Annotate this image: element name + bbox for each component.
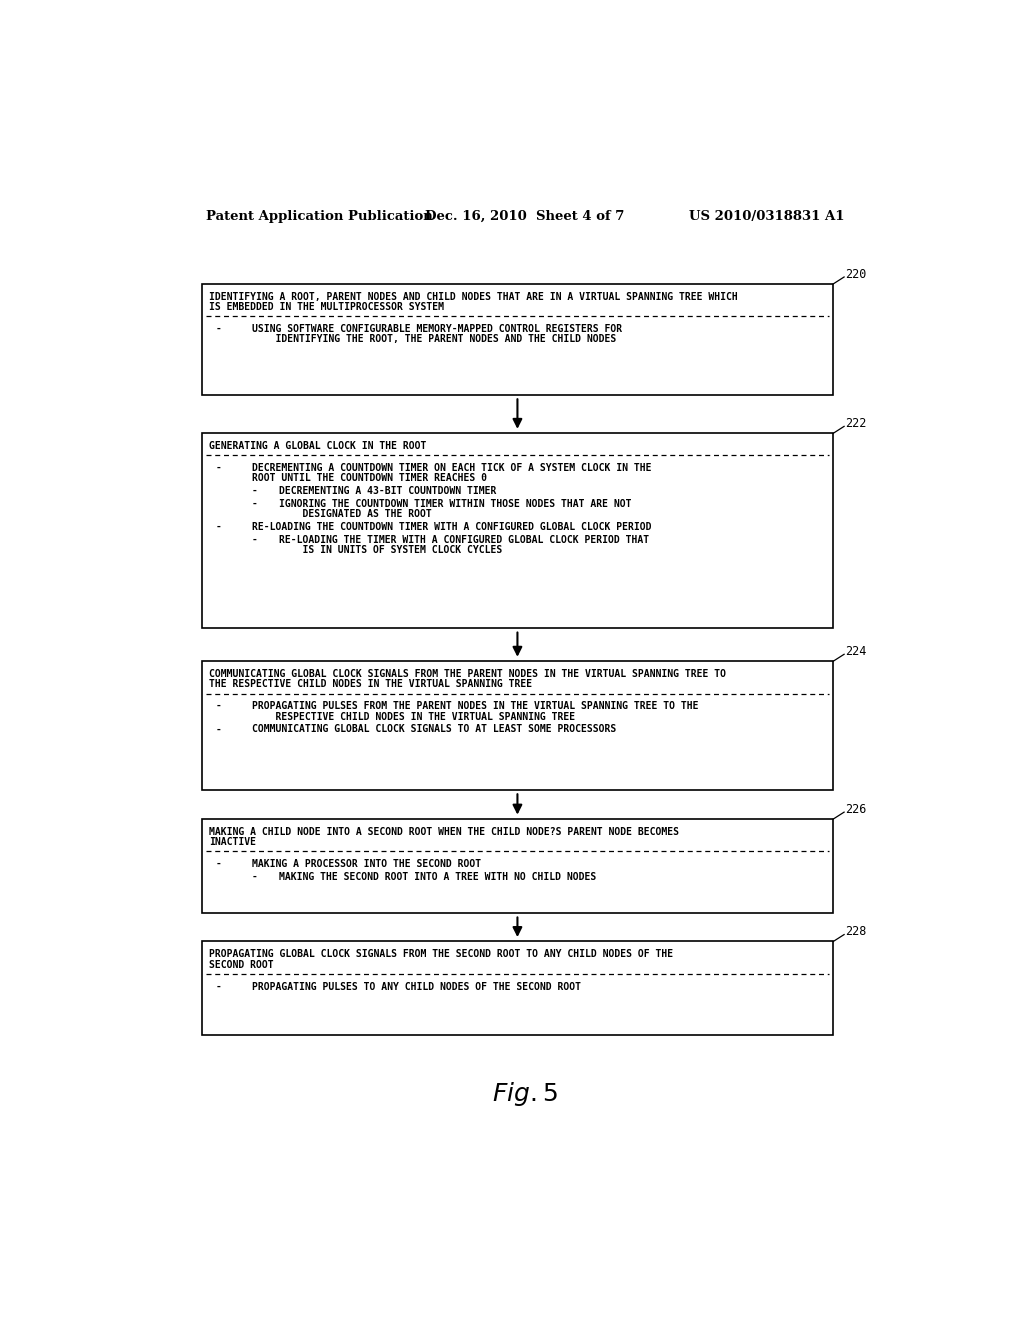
- Text: $\it{Fig. 5}$: $\it{Fig. 5}$: [492, 1080, 558, 1107]
- Text: 228: 228: [845, 925, 866, 939]
- Text: RESPECTIVE CHILD NODES IN THE VIRTUAL SPANNING TREE: RESPECTIVE CHILD NODES IN THE VIRTUAL SP…: [252, 711, 575, 722]
- Text: ROOT UNTIL THE COUNTDOWN TIMER REACHES 0: ROOT UNTIL THE COUNTDOWN TIMER REACHES 0: [252, 474, 487, 483]
- Text: -: -: [216, 323, 221, 334]
- Text: SECOND ROOT: SECOND ROOT: [209, 960, 274, 970]
- Text: -: -: [216, 982, 221, 991]
- Text: 222: 222: [845, 417, 866, 430]
- Text: MAKING A PROCESSOR INTO THE SECOND ROOT: MAKING A PROCESSOR INTO THE SECOND ROOT: [252, 859, 481, 869]
- Text: 220: 220: [845, 268, 866, 281]
- Text: IS IN UNITS OF SYSTEM CLOCK CYCLES: IS IN UNITS OF SYSTEM CLOCK CYCLES: [280, 545, 503, 554]
- Text: PROPAGATING PULSES TO ANY CHILD NODES OF THE SECOND ROOT: PROPAGATING PULSES TO ANY CHILD NODES OF…: [252, 982, 581, 991]
- Text: 224: 224: [845, 645, 866, 659]
- Text: -: -: [252, 486, 258, 496]
- Text: RE-LOADING THE COUNTDOWN TIMER WITH A CONFIGURED GLOBAL CLOCK PERIOD: RE-LOADING THE COUNTDOWN TIMER WITH A CO…: [252, 521, 651, 532]
- Text: -: -: [252, 499, 258, 508]
- Text: -: -: [252, 871, 258, 882]
- Text: COMMUNICATING GLOBAL CLOCK SIGNALS TO AT LEAST SOME PROCESSORS: COMMUNICATING GLOBAL CLOCK SIGNALS TO AT…: [252, 725, 616, 734]
- Text: PROPAGATING GLOBAL CLOCK SIGNALS FROM THE SECOND ROOT TO ANY CHILD NODES OF THE: PROPAGATING GLOBAL CLOCK SIGNALS FROM TH…: [209, 949, 674, 960]
- Text: IGNORING THE COUNTDOWN TIMER WITHIN THOSE NODES THAT ARE NOT: IGNORING THE COUNTDOWN TIMER WITHIN THOS…: [280, 499, 632, 508]
- Text: -: -: [216, 701, 221, 711]
- Text: RE-LOADING THE TIMER WITH A CONFIGURED GLOBAL CLOCK PERIOD THAT: RE-LOADING THE TIMER WITH A CONFIGURED G…: [280, 535, 649, 545]
- Text: IDENTIFYING A ROOT, PARENT NODES AND CHILD NODES THAT ARE IN A VIRTUAL SPANNING : IDENTIFYING A ROOT, PARENT NODES AND CHI…: [209, 292, 738, 301]
- Text: GENERATING A GLOBAL CLOCK IN THE ROOT: GENERATING A GLOBAL CLOCK IN THE ROOT: [209, 441, 427, 451]
- Text: PROPAGATING PULSES FROM THE PARENT NODES IN THE VIRTUAL SPANNING TREE TO THE: PROPAGATING PULSES FROM THE PARENT NODES…: [252, 701, 698, 711]
- Text: -: -: [216, 859, 221, 869]
- Text: Patent Application Publication: Patent Application Publication: [206, 210, 432, 223]
- Bar: [202, 433, 834, 628]
- Text: MAKING THE SECOND ROOT INTO A TREE WITH NO CHILD NODES: MAKING THE SECOND ROOT INTO A TREE WITH …: [280, 871, 596, 882]
- Text: DECREMENTING A 43-BIT COUNTDOWN TIMER: DECREMENTING A 43-BIT COUNTDOWN TIMER: [280, 486, 497, 496]
- Text: IDENTIFYING THE ROOT, THE PARENT NODES AND THE CHILD NODES: IDENTIFYING THE ROOT, THE PARENT NODES A…: [252, 334, 616, 345]
- Bar: [202, 661, 834, 789]
- Text: THE RESPECTIVE CHILD NODES IN THE VIRTUAL SPANNING TREE: THE RESPECTIVE CHILD NODES IN THE VIRTUA…: [209, 680, 532, 689]
- Bar: [202, 941, 834, 1035]
- Text: -: -: [216, 521, 221, 532]
- Text: MAKING A CHILD NODE INTO A SECOND ROOT WHEN THE CHILD NODE?S PARENT NODE BECOMES: MAKING A CHILD NODE INTO A SECOND ROOT W…: [209, 826, 679, 837]
- Text: Dec. 16, 2010  Sheet 4 of 7: Dec. 16, 2010 Sheet 4 of 7: [425, 210, 625, 223]
- Text: COMMUNICATING GLOBAL CLOCK SIGNALS FROM THE PARENT NODES IN THE VIRTUAL SPANNING: COMMUNICATING GLOBAL CLOCK SIGNALS FROM …: [209, 669, 726, 678]
- Bar: [202, 284, 834, 395]
- Bar: [202, 818, 834, 913]
- Text: US 2010/0318831 A1: US 2010/0318831 A1: [688, 210, 844, 223]
- Text: IS EMBEDDED IN THE MULTIPROCESSOR SYSTEM: IS EMBEDDED IN THE MULTIPROCESSOR SYSTEM: [209, 302, 444, 312]
- Text: INACTIVE: INACTIVE: [209, 837, 256, 847]
- Text: USING SOFTWARE CONFIGURABLE MEMORY-MAPPED CONTROL REGISTERS FOR: USING SOFTWARE CONFIGURABLE MEMORY-MAPPE…: [252, 323, 623, 334]
- Text: -: -: [252, 535, 258, 545]
- Text: DECREMENTING A COUNTDOWN TIMER ON EACH TICK OF A SYSTEM CLOCK IN THE: DECREMENTING A COUNTDOWN TIMER ON EACH T…: [252, 463, 651, 473]
- Text: -: -: [216, 725, 221, 734]
- Text: DESIGNATED AS THE ROOT: DESIGNATED AS THE ROOT: [280, 510, 432, 519]
- Text: -: -: [216, 463, 221, 473]
- Text: 226: 226: [845, 803, 866, 816]
